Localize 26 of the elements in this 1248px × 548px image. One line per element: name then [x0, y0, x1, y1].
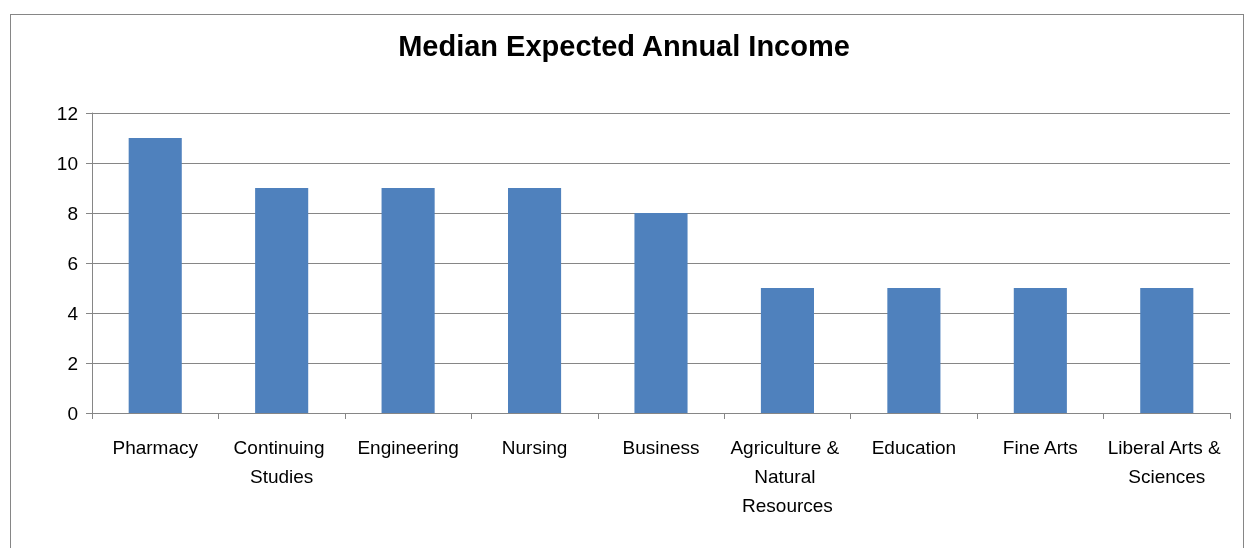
bar	[634, 213, 688, 413]
y-tick-label: 8	[67, 202, 78, 224]
x-tick-label: Liberal Arts & Sciences	[1107, 437, 1226, 487]
y-tick-label: 12	[56, 102, 78, 124]
x-tick-label: Fine Arts	[1002, 437, 1078, 458]
bar	[508, 188, 562, 413]
y-tick-label: 4	[67, 302, 79, 324]
y-tick-label: 10	[56, 152, 78, 174]
x-tick-label: Engineering	[357, 437, 459, 458]
chart-title: Median Expected Annual Income	[398, 29, 850, 62]
x-tick-label: Business	[622, 437, 700, 458]
y-tick-label: 0	[67, 402, 78, 424]
bar	[887, 288, 941, 413]
bar	[1013, 288, 1067, 413]
x-tick-label: Continuing Studies	[233, 437, 330, 487]
x-tick-label: Education	[871, 437, 957, 458]
x-tick-label: Pharmacy	[112, 437, 199, 458]
x-tick-label: Agriculture & Natural Resources	[730, 437, 845, 516]
bar	[760, 288, 814, 413]
y-tick-label: 6	[67, 252, 78, 274]
x-tick-label: Nursing	[501, 437, 568, 458]
y-tick-label: 2	[67, 352, 78, 374]
bar	[128, 138, 182, 413]
bar	[381, 188, 435, 413]
bar	[1140, 288, 1194, 413]
bar	[255, 188, 309, 413]
